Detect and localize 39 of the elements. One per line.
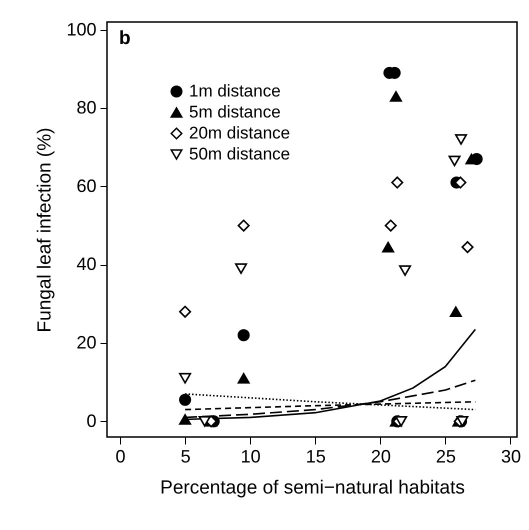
- point: [235, 263, 248, 274]
- point: [390, 91, 402, 102]
- point: [238, 329, 250, 342]
- point: [391, 176, 404, 189]
- point: [448, 156, 461, 166]
- x-tick-label: 10: [240, 446, 261, 466]
- x-tick-label: 15: [306, 446, 326, 466]
- x-tick-label: 30: [500, 446, 522, 466]
- y-tick-label: 40: [76, 254, 96, 274]
- point: [179, 306, 192, 318]
- x-tick-label: 5: [180, 446, 191, 466]
- legend-label: 1m distance: [189, 82, 281, 100]
- point: [450, 306, 462, 318]
- point: [238, 220, 250, 232]
- point: [179, 414, 192, 425]
- y-tick-label: 60: [76, 176, 96, 196]
- point: [454, 134, 468, 145]
- y-tick-label: 80: [76, 98, 96, 118]
- legend-label: 50m distance: [189, 144, 290, 164]
- point: [238, 372, 250, 384]
- point: [461, 241, 474, 254]
- x-axis-title: Percentage of semi−natural habitats: [160, 478, 465, 498]
- point: [179, 394, 192, 406]
- legend-label: 5m distance: [189, 102, 281, 122]
- annotation: b: [119, 28, 131, 49]
- y-tick-label: 20: [76, 332, 96, 353]
- point: [179, 372, 192, 384]
- x-tick-label: 20: [370, 446, 391, 466]
- y-axis-title: Fungal leaf infection (%): [34, 128, 56, 332]
- y-tick-label: 100: [66, 19, 96, 40]
- x-tick-label: 25: [436, 446, 456, 466]
- legend-label: 20m distance: [189, 124, 290, 142]
- y-tick-label: 0: [86, 410, 96, 431]
- point: [382, 242, 394, 252]
- point: [395, 416, 408, 427]
- point: [384, 220, 397, 232]
- x-tick-label: 0: [116, 446, 126, 466]
- point: [399, 265, 412, 276]
- point: [198, 416, 211, 427]
